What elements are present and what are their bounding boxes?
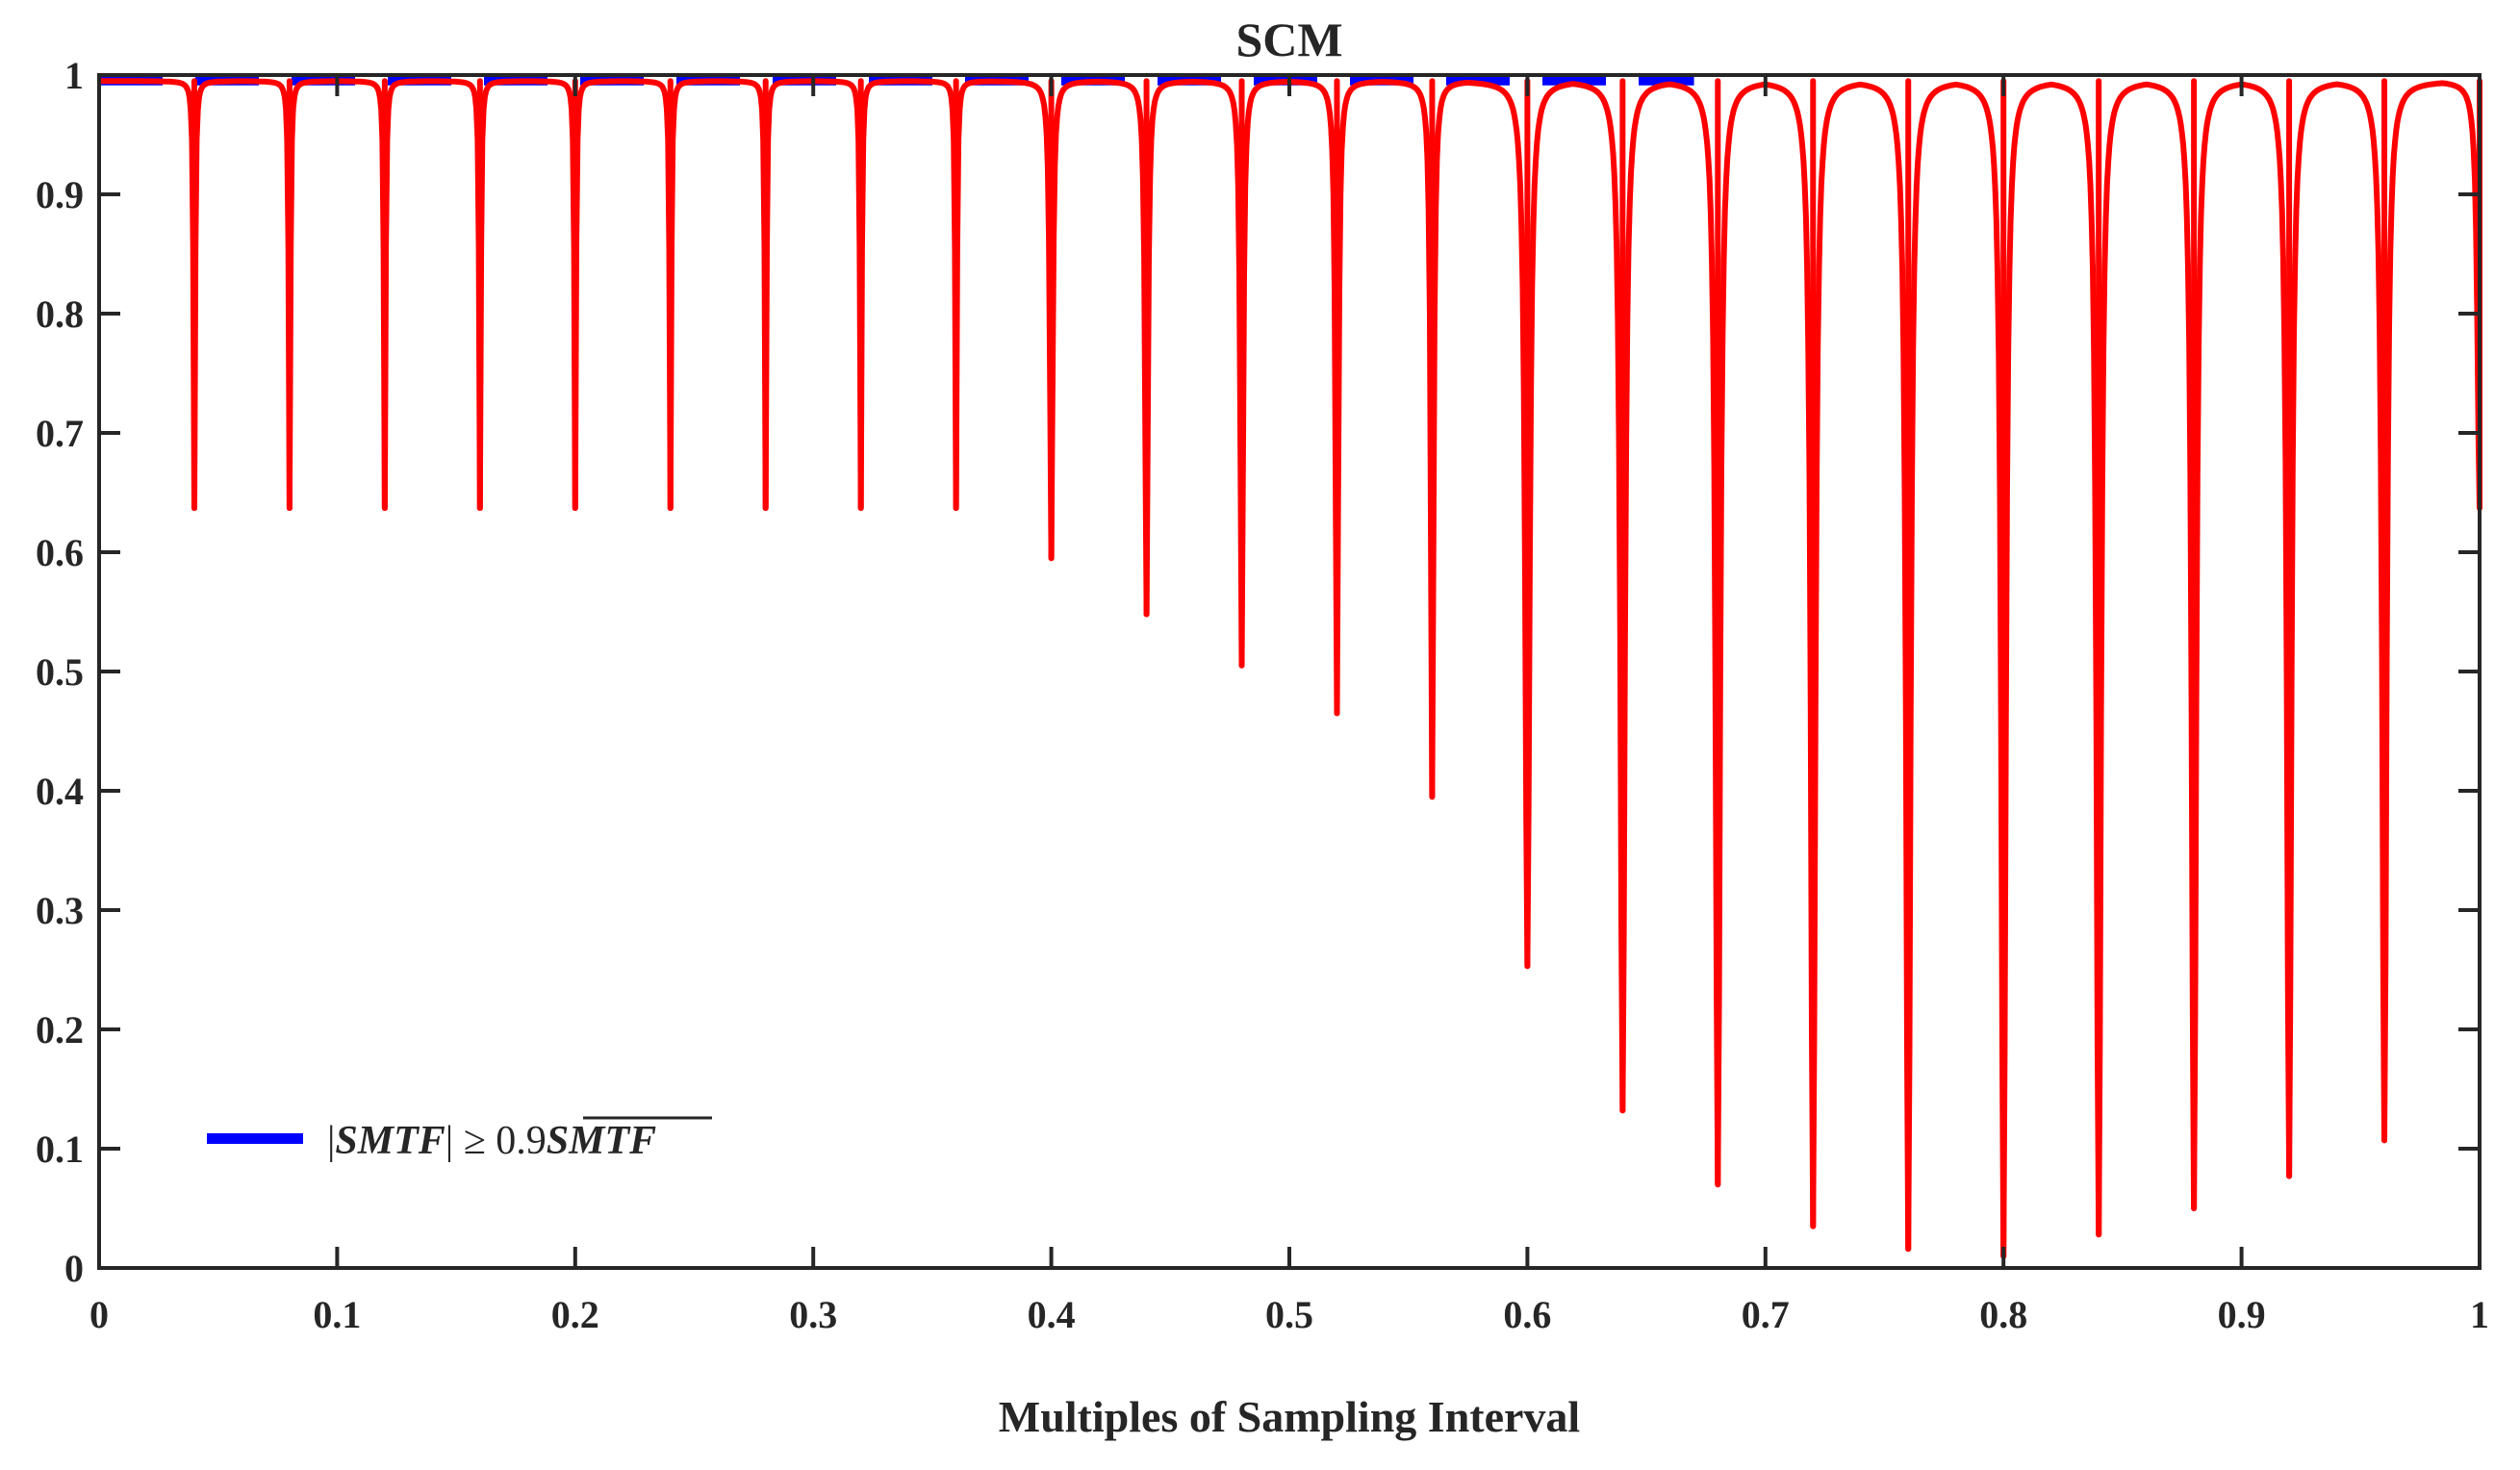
x-tick-label: 0.6 — [1503, 1293, 1551, 1336]
y-tick-label: 0.8 — [36, 292, 84, 336]
legend: |SMTF| ≥ 0.9SMTF — [207, 1116, 712, 1163]
x-tick-label: 0.3 — [789, 1293, 837, 1336]
x-tick-label: 0.4 — [1028, 1293, 1076, 1336]
y-tick-label: 0.9 — [36, 173, 84, 216]
legend-swatch — [207, 1133, 303, 1144]
x-tick-labels: 0 0.1 0.2 0.3 0.4 0.5 0.6 0.7 0.8 0.9 1 — [89, 1293, 2489, 1336]
x-tick-label: 0.8 — [1979, 1293, 2027, 1336]
x-axis-label: Multiples of Sampling Interval — [999, 1392, 1580, 1441]
legend-label: |SMTF| ≥ 0.9SMTF — [327, 1119, 656, 1163]
plot-area — [97, 73, 2482, 1270]
y-tick-label: 0.4 — [36, 770, 84, 813]
chart-title: SCM — [1235, 13, 1342, 66]
x-tick-label: 0.7 — [1742, 1293, 1790, 1336]
x-tick-label: 0.2 — [551, 1293, 599, 1336]
x-tick-label: 0.9 — [2218, 1293, 2266, 1336]
x-tick-label: 0 — [89, 1293, 109, 1336]
legend-smtf-mean: SMTF — [547, 1119, 656, 1163]
y-tick-label: 0.7 — [36, 412, 84, 455]
y-tick-label: 0.1 — [36, 1128, 84, 1171]
y-tick-label: 0 — [64, 1247, 84, 1290]
y-tick-labels: 0 0.1 0.2 0.3 0.4 0.5 0.6 0.7 0.8 0.9 1 — [36, 54, 84, 1290]
x-tick-label: 0.1 — [313, 1293, 361, 1336]
y-tick-label: 0.6 — [36, 531, 84, 574]
legend-relation: | ≥ 0.9 — [445, 1119, 547, 1163]
x-tick-label: 0.5 — [1265, 1293, 1313, 1336]
series-layer — [97, 76, 2482, 1259]
legend-smtf: SMTF — [335, 1119, 445, 1163]
axes-box — [97, 73, 2482, 1270]
x-tick-label: 1 — [2470, 1293, 2489, 1336]
y-tick-label: 1 — [64, 54, 84, 97]
axes-background — [99, 75, 2480, 1268]
y-tick-label: 0.2 — [36, 1008, 84, 1052]
y-tick-label: 0.3 — [36, 889, 84, 932]
y-tick-label: 0.5 — [36, 650, 84, 694]
legend-abs-open: | — [327, 1119, 335, 1163]
